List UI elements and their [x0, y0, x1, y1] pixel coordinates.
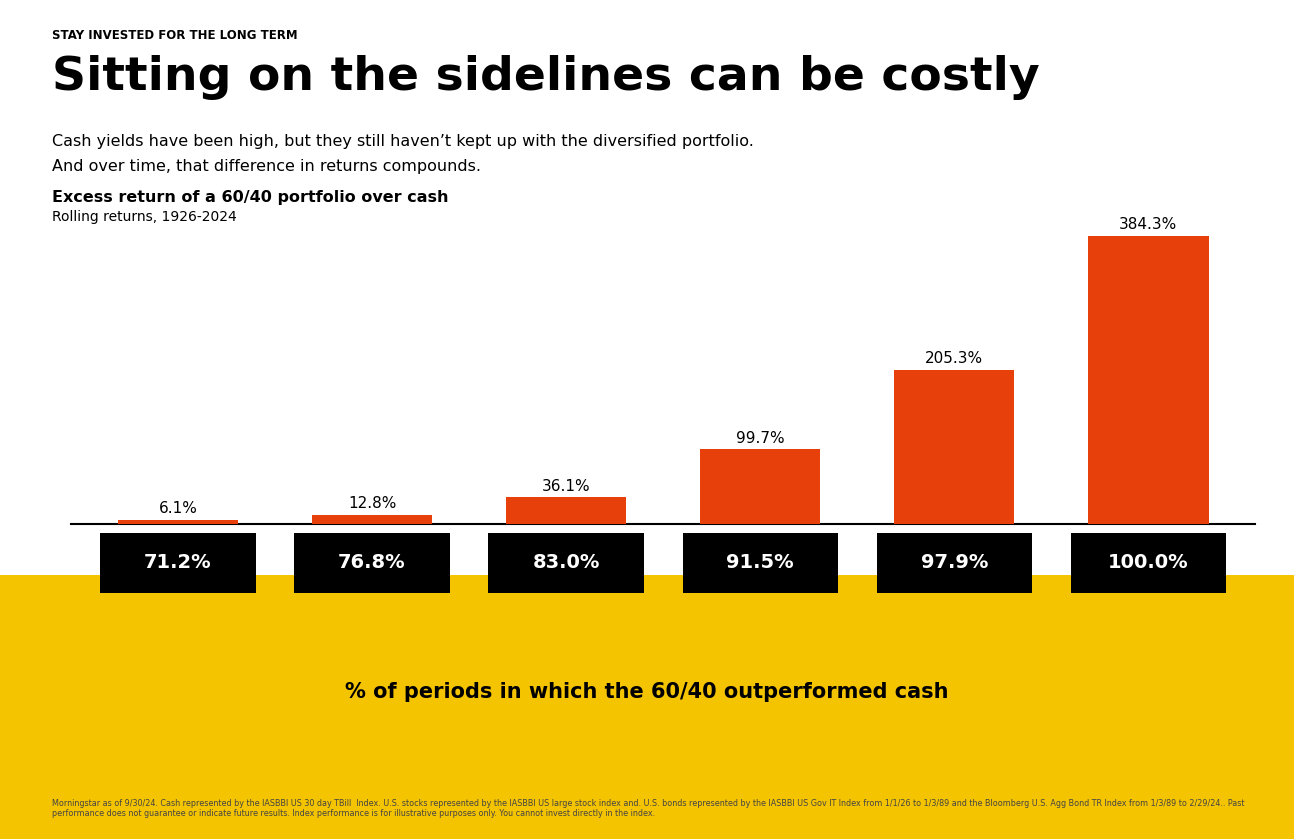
Text: STAY INVESTED FOR THE LONG TERM: STAY INVESTED FOR THE LONG TERM	[52, 29, 298, 42]
Bar	[118, 520, 238, 524]
Bar	[506, 498, 626, 524]
Bar	[1088, 236, 1209, 524]
Text: 100.0%: 100.0%	[1108, 554, 1189, 572]
FancyBboxPatch shape	[489, 533, 644, 593]
Text: 12.8%: 12.8%	[348, 496, 396, 511]
Text: Rolling returns, 1926-2024: Rolling returns, 1926-2024	[52, 210, 237, 224]
Text: 384.3%: 384.3%	[1119, 217, 1178, 232]
Text: 71.2%: 71.2%	[144, 554, 212, 572]
FancyBboxPatch shape	[294, 533, 450, 593]
FancyBboxPatch shape	[683, 533, 839, 593]
FancyBboxPatch shape	[1071, 533, 1227, 593]
Text: % of periods in which the 60/40 outperformed cash: % of periods in which the 60/40 outperfo…	[345, 682, 949, 702]
Text: Excess return of a 60/40 portfolio over cash: Excess return of a 60/40 portfolio over …	[52, 190, 448, 206]
Text: Morningstar as of 9/30/24. Cash represented by the IASBBI US 30 day TBill  Index: Morningstar as of 9/30/24. Cash represen…	[52, 799, 1245, 818]
Text: Cash yields have been high, but they still haven’t kept up with the diversified : Cash yields have been high, but they sti…	[52, 134, 753, 149]
Text: 83.0%: 83.0%	[532, 554, 600, 572]
Bar	[700, 450, 820, 524]
Bar	[894, 370, 1014, 524]
Text: 36.1%: 36.1%	[542, 478, 590, 493]
Text: 91.5%: 91.5%	[726, 554, 795, 572]
Text: 76.8%: 76.8%	[338, 554, 406, 572]
FancyBboxPatch shape	[877, 533, 1033, 593]
FancyBboxPatch shape	[101, 533, 256, 593]
Text: And over time, that difference in returns compounds.: And over time, that difference in return…	[52, 159, 481, 175]
Text: Sitting on the sidelines can be costly: Sitting on the sidelines can be costly	[52, 55, 1039, 100]
Text: 97.9%: 97.9%	[920, 554, 989, 572]
Text: 99.7%: 99.7%	[736, 430, 784, 446]
Text: 6.1%: 6.1%	[158, 501, 198, 516]
Bar	[312, 515, 432, 524]
Text: 205.3%: 205.3%	[925, 352, 983, 367]
